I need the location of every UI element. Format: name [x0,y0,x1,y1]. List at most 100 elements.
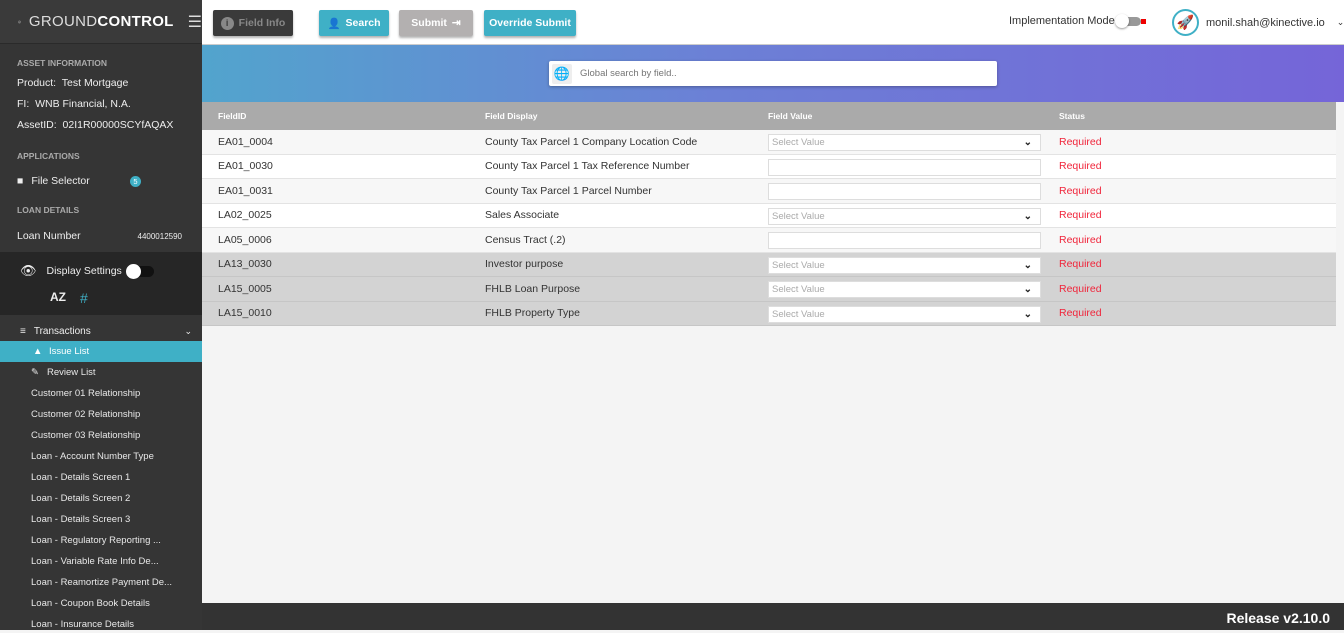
global-search-input[interactable] [580,68,997,79]
field-id: EA01_0030 [218,160,273,173]
field-display: FHLB Loan Purpose [485,282,581,295]
globe-icon[interactable]: 🌐 [552,63,572,84]
file-selector[interactable]: ■ File Selector 5 [0,166,202,196]
info-icon: i [220,16,234,30]
field-id: EA01_0031 [218,184,273,197]
field-display: County Tax Parcel 1 Tax Reference Number [485,160,690,173]
implementation-mode-toggle[interactable] [1114,13,1146,28]
sort-az-icon[interactable]: AZ [50,290,66,304]
nav-item[interactable]: Loan - Variable Rate Info De... [31,556,159,567]
user-menu[interactable]: 🚀 monil.shah@kinective.io ⌄ [1172,9,1344,36]
nav-item[interactable]: Loan - Account Number Type [31,451,154,462]
brand-header: GROUNDCONTROL ☰ [0,0,202,44]
table-row: LA02_0025 Sales Associate Select Value ⌄ … [202,203,1336,228]
review-icon: ✎ [31,367,39,378]
override-submit-button[interactable]: Override Submit [484,10,576,36]
field-display: County Tax Parcel 1 Company Location Cod… [485,135,698,148]
nav-item[interactable]: Customer 01 Relationship [31,388,141,399]
nav-item[interactable]: Loan - Details Screen 3 [31,514,131,525]
field-value-select[interactable]: Select Value ⌄ [768,305,1041,323]
table-row: EA01_0030 County Tax Parcel 1 Tax Refere… [202,154,1336,179]
display-settings: 👁 Display Settings AZ # [0,252,202,315]
status-badge: Required [1059,160,1102,173]
table-row: LA05_0006 Census Tract (.2) Required [202,228,1336,253]
chevron-down-icon: ⌄ [1023,308,1032,320]
status-badge: Required [1059,258,1102,271]
sidebar: GROUNDCONTROL ☰ ASSET INFORMATION Produc… [0,0,202,630]
field-value-select[interactable]: Select Value ⌄ [768,134,1041,151]
release-version: Release v2.10.0 [1226,610,1330,626]
chevron-down-icon: ⌄ [1336,17,1344,27]
file-count-badge: 5 [130,175,141,187]
asset-section-title: ASSET INFORMATION [17,58,108,68]
field-value-select[interactable]: Select Value ⌄ [768,281,1041,298]
status-badge: Required [1059,307,1102,320]
asset-id-info: AssetID: 02I1R00000SCYfAQAX [17,119,174,131]
field-id: LA13_0030 [218,258,272,271]
status-badge: Required [1059,184,1102,197]
nav-item[interactable]: ▲ Issue List [0,341,202,362]
nav-item[interactable]: Customer 02 Relationship [31,409,141,420]
field-value-select[interactable]: Select Value ⌄ [768,207,1041,225]
global-search: 🌐 [549,61,997,86]
implementation-mode: Implementation Mode [1009,13,1146,28]
warning-icon: ▲ [33,346,43,357]
issue-table: FieldID Field Display Field Value Status… [202,102,1336,326]
rocket-avatar-icon: 🚀 [1172,9,1199,36]
field-info-button[interactable]: i Field Info [213,10,293,36]
table-header: FieldID Field Display Field Value Status [202,102,1336,130]
user-icon: 👤 [327,17,341,30]
field-id: EA01_0004 [218,135,273,148]
eye-icon: 👁 [20,263,37,278]
list-icon: ≡ [20,325,26,337]
applications-section-title: APPLICATIONS [17,151,80,161]
hamburger-menu-icon[interactable]: ☰ [187,13,202,31]
field-id: LA15_0010 [218,307,272,320]
chevron-down-icon: ⌄ [1023,137,1032,148]
fi-info: FI: WNB Financial, N.A. [17,98,131,110]
field-display: County Tax Parcel 1 Parcel Number [485,184,652,197]
field-value-input[interactable] [768,158,1041,176]
nav-item[interactable]: Customer 03 Relationship [31,430,141,441]
rocket-logo-icon [18,20,21,23]
product-info: Product: Test Mortgage [17,77,129,89]
nav-item[interactable]: Loan - Details Screen 2 [31,493,131,504]
status-badge: Required [1059,135,1102,148]
nav-item[interactable]: Loan - Coupon Book Details [31,598,150,609]
footer: Release v2.10.0 [202,603,1344,630]
chevron-down-icon: ⌄ [1023,259,1032,271]
field-value-select[interactable]: Select Value ⌄ [768,256,1041,274]
field-display: Census Tract (.2) [485,233,566,246]
display-settings-toggle[interactable] [125,263,154,279]
search-button[interactable]: 👤 Search [319,10,389,36]
hash-icon[interactable]: # [80,290,88,306]
field-display: Sales Associate [485,209,560,222]
nav-item[interactable]: Loan - Details Screen 1 [31,472,131,483]
table-row: EA01_0004 County Tax Parcel 1 Company Lo… [202,130,1336,155]
loan-section-title: LOAN DETAILS [17,205,80,215]
table-row: LA15_0005 FHLB Loan Purpose Select Value… [202,277,1336,302]
transactions-header[interactable]: ≡ Transactions ⌄ [20,325,192,337]
table-row: LA15_0010 FHLB Property Type Select Valu… [202,301,1336,326]
table-row: LA13_0030 Investor purpose Select Value ⌄… [202,252,1336,277]
nav-item[interactable]: Loan - Reamortize Payment De... [31,577,172,588]
nav-item[interactable]: Loan - Insurance Details [31,619,134,630]
folder-icon: ■ [17,175,24,187]
sign-in-icon: ⇥ [451,17,461,29]
top-bar: i Field Info 👤 Search Submit ⇥ Override Sub… [202,0,1344,45]
table-row: EA01_0031 County Tax Parcel 1 Parcel Num… [202,179,1336,204]
nav-item[interactable]: ✎ Review List [0,362,202,383]
submit-button[interactable]: Submit ⇥ [399,10,473,36]
field-value-input[interactable] [768,183,1041,200]
field-value-input[interactable] [768,232,1041,249]
nav-item[interactable]: Loan - Regulatory Reporting ... [31,535,161,546]
field-display: FHLB Property Type [485,307,580,320]
field-display: Investor purpose [485,258,564,271]
field-id: LA02_0025 [218,209,272,222]
status-badge: Required [1059,233,1102,246]
status-badge: Required [1059,209,1102,222]
brand-name: GROUNDCONTROL [28,13,174,30]
field-id: LA15_0005 [218,282,272,295]
chevron-down-icon: ⌄ [1023,284,1032,295]
chevron-down-icon: ⌄ [1023,210,1032,222]
